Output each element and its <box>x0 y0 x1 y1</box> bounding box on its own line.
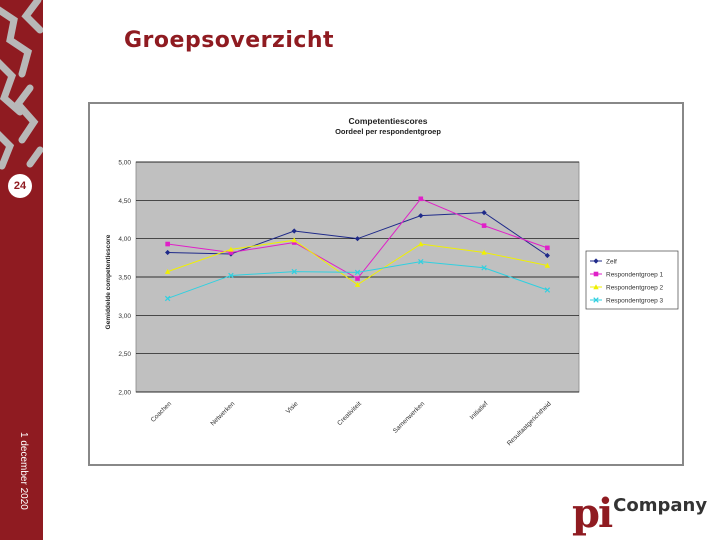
x-tick-label: Coachen <box>150 400 174 424</box>
x-tick-label: Visie <box>285 400 300 415</box>
x-tick-label: Samenwerken <box>392 400 427 435</box>
y-tick-label: 2,50 <box>118 351 131 358</box>
legend-entry: Zelf <box>606 259 617 266</box>
data-point <box>291 237 297 243</box>
logo-pi-text: pi <box>572 490 613 537</box>
data-point <box>228 250 234 255</box>
data-point <box>228 272 234 279</box>
legend-entry: Respondentgroep 2 <box>606 285 663 292</box>
data-point <box>418 196 424 202</box>
data-point <box>355 276 360 281</box>
data-point <box>418 241 424 247</box>
page-number: 24 <box>8 174 32 198</box>
x-tick-label: Netwerken <box>209 400 236 427</box>
decorative-pattern-icon <box>0 0 43 170</box>
slide-date: 1 december 2020 <box>18 432 29 510</box>
data-point <box>544 252 550 259</box>
legend-entry: Respondentgroep 1 <box>606 272 663 279</box>
data-point <box>291 228 297 234</box>
data-point <box>545 245 550 251</box>
data-point <box>354 236 361 242</box>
chart-title: Competentiescores <box>349 116 428 126</box>
data-point <box>481 210 487 216</box>
data-point <box>593 284 599 290</box>
data-point <box>418 213 424 219</box>
y-tick-label: 5,00 <box>118 160 131 167</box>
data-point <box>291 268 297 275</box>
company-logo: pi Company <box>572 494 707 534</box>
data-point <box>228 246 234 252</box>
line-chart: Competentiescores Oordeel per respondent… <box>105 116 679 447</box>
data-point <box>165 249 171 256</box>
data-point <box>164 295 171 302</box>
data-point <box>291 240 297 245</box>
y-tick-label: 4,50 <box>118 198 131 205</box>
data-point <box>354 269 361 276</box>
x-tick-label: Resultaatgerichtheid <box>506 400 553 447</box>
data-point <box>593 258 599 264</box>
data-point <box>481 223 487 228</box>
data-point <box>164 268 171 274</box>
chart-subtitle: Oordeel per respondentgroep <box>335 127 441 136</box>
data-point <box>481 249 487 255</box>
data-point <box>544 287 551 293</box>
data-point <box>418 258 424 265</box>
data-point <box>593 297 599 303</box>
sidebar-band: 24 1 december 2020 <box>0 0 43 540</box>
logo-company-text: Company <box>613 495 708 516</box>
legend-entry: Respondentgroep 3 <box>606 298 663 305</box>
data-point <box>593 271 599 277</box>
chart-frame: Competentiescores Oordeel per respondent… <box>88 102 684 466</box>
data-point <box>354 281 361 287</box>
y-tick-label: 2,00 <box>118 390 131 397</box>
slide-title: Groepsoverzicht <box>124 28 335 53</box>
y-tick-label: 4,00 <box>118 236 131 243</box>
y-axis-label: Gemiddelde competentiescore <box>105 234 112 329</box>
y-tick-label: 3,00 <box>118 313 131 320</box>
data-point <box>165 241 170 247</box>
x-tick-label: Initiatief <box>469 400 490 421</box>
y-tick-label: 3,50 <box>118 275 131 282</box>
x-tick-label: Creativiteit <box>336 400 363 427</box>
data-point <box>481 265 487 271</box>
data-point <box>544 262 551 268</box>
